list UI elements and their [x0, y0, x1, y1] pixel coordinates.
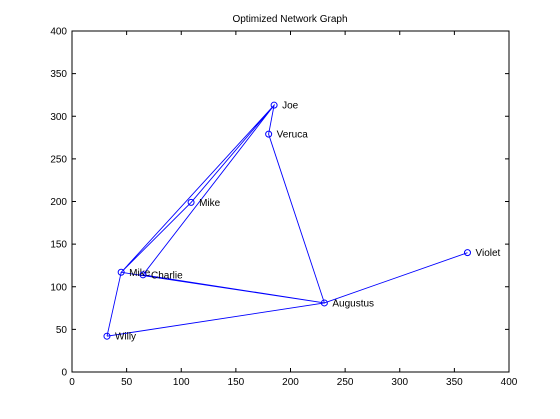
x-tick-label: 100 — [173, 377, 190, 388]
node-label: Veruca — [277, 130, 309, 141]
network-node — [103, 332, 111, 340]
x-tick-label: 50 — [121, 377, 133, 388]
y-tick-label: 300 — [50, 112, 67, 123]
y-tick-label: 150 — [50, 240, 67, 251]
node-label: Charlie — [151, 270, 183, 281]
x-tick-label: 0 — [69, 377, 75, 388]
network-node — [320, 299, 328, 307]
x-tick-label: 150 — [228, 377, 245, 388]
y-tick-label: 350 — [50, 69, 67, 80]
x-tick-label: 350 — [446, 377, 463, 388]
x-tick-label: 200 — [282, 377, 299, 388]
network-edges — [106, 103, 468, 337]
y-tick-label: 250 — [50, 154, 67, 165]
network-node — [117, 268, 125, 276]
node-label: Violet — [475, 248, 500, 259]
plot-area: 0 50 100 150 200 250 300 350 400 0 50 100 150 200 250 3… — [50, 27, 517, 389]
network-node — [139, 271, 147, 279]
y-tick-label: 200 — [50, 197, 67, 208]
y-tick-label: 50 — [56, 325, 68, 336]
network-node — [265, 130, 273, 138]
y-tick-label: 100 — [50, 282, 67, 293]
node-label: Willy — [115, 332, 136, 343]
network-node — [187, 198, 195, 206]
node-label: Mike — [199, 198, 221, 209]
network-node — [270, 101, 278, 109]
network-node — [463, 249, 471, 257]
x-tick-label: 300 — [391, 377, 408, 388]
node-label: Joe — [282, 101, 299, 112]
x-tick-label: 400 — [501, 377, 518, 388]
x-tick-label: 250 — [337, 377, 354, 388]
y-tick-label: 0 — [61, 368, 67, 379]
y-tick-label: 400 — [50, 27, 67, 38]
chart-title: Optimized Network Graph — [232, 14, 347, 25]
node-label: Augustus — [332, 298, 374, 309]
